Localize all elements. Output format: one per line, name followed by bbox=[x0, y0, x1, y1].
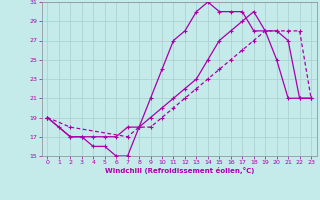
X-axis label: Windchill (Refroidissement éolien,°C): Windchill (Refroidissement éolien,°C) bbox=[105, 167, 254, 174]
